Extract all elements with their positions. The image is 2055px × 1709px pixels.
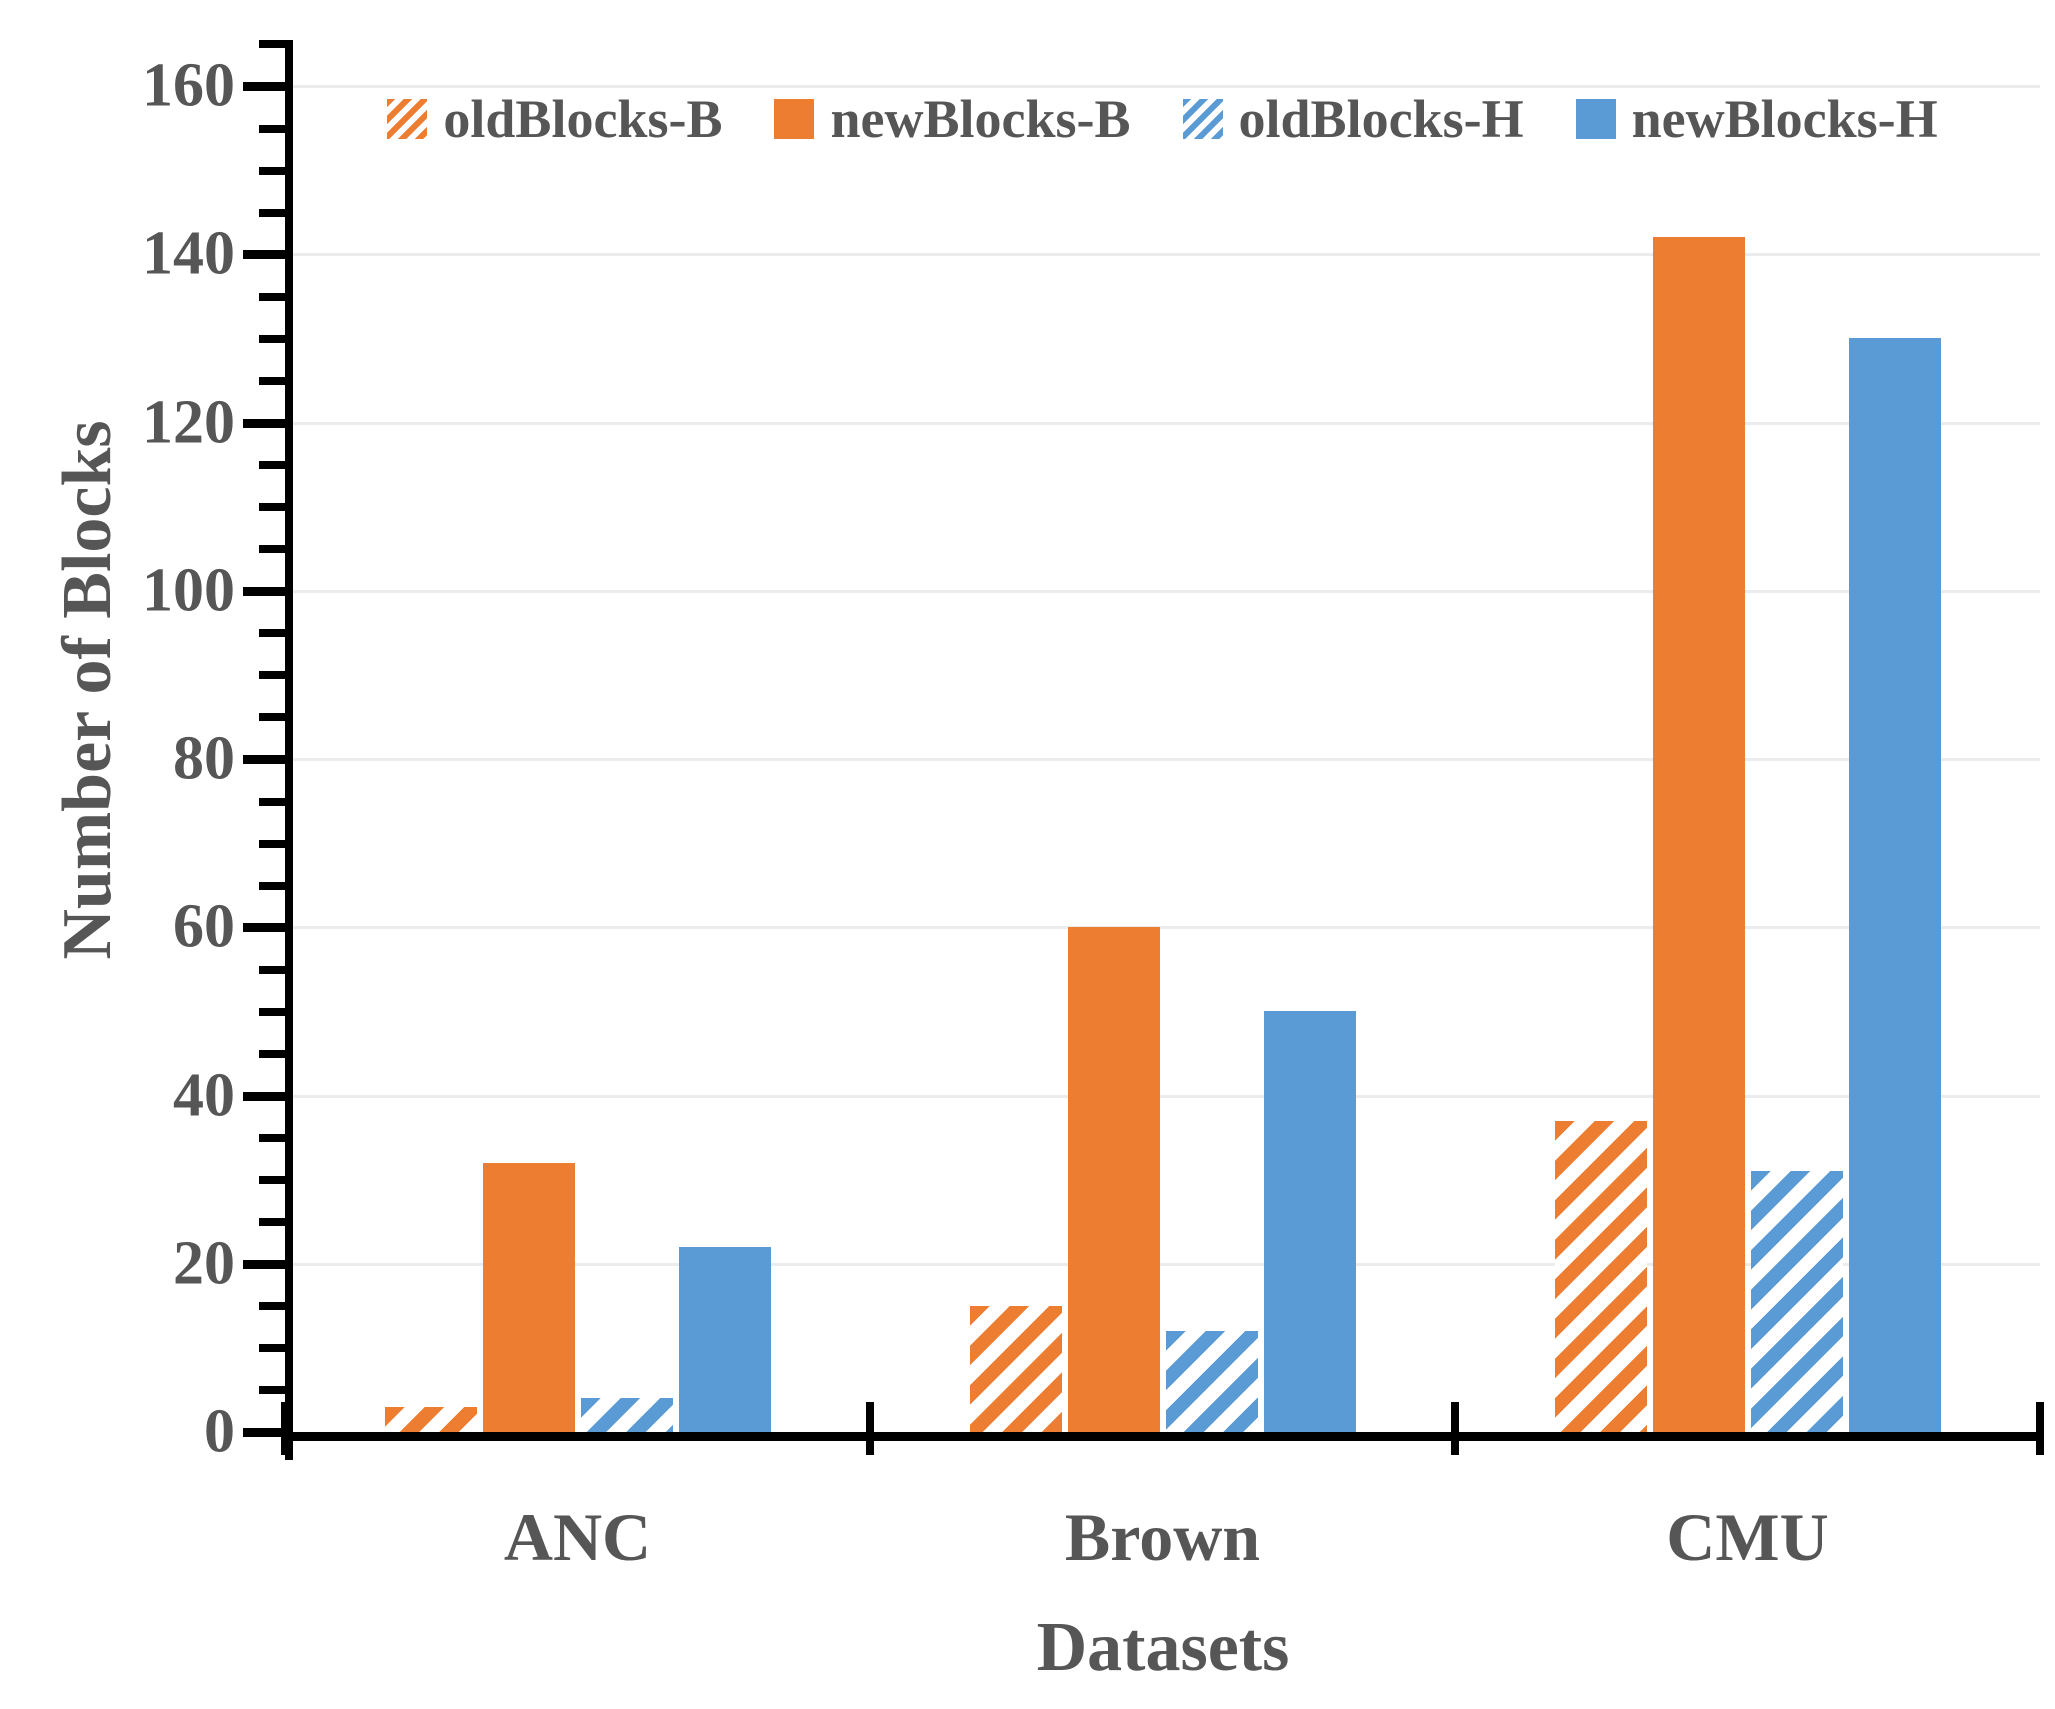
legend-label: newBlocks-H [1631,89,1938,149]
bar-oldBlocks-H-CMU [1750,1171,1843,1432]
legend-item-newBlocks-H: newBlocks-H [1575,88,1938,150]
x-category-label-Brown: Brown [1064,1499,1261,1575]
y-minor-tick-70 [259,839,285,848]
y-minor-tick-165 [259,40,285,49]
legend: oldBlocks-B newBlocks-B oldBlocks-H newBloc… [285,88,2040,150]
legend-swatch-hatched-icon [387,99,428,139]
y-minor-tick-90 [259,671,285,680]
y-major-tick-60 [243,923,285,933]
y-minor-tick-30 [259,1176,285,1185]
x-boundary-tick-1 [866,1402,874,1455]
bar-oldBlocks-H-Brown [1165,1331,1258,1432]
legend-label: newBlocks-B [830,89,1131,149]
y-tick-label-80: 80 [173,724,235,793]
bar-newBlocks-H-CMU [1848,338,1941,1432]
bar-oldBlocks-B-ANC [384,1406,477,1432]
bar-newBlocks-B-Brown [1067,927,1160,1432]
y-major-tick-140 [243,250,285,260]
legend-item-oldBlocks-B: oldBlocks-B [387,88,722,150]
legend-label: oldBlocks-B [443,89,723,149]
y-minor-tick-55 [259,965,285,974]
x-category-label-CMU: CMU [1666,1499,1829,1575]
y-tick-label-20: 20 [173,1229,235,1298]
y-tick-label-160: 160 [142,51,235,120]
y-minor-tick-115 [259,461,285,470]
x-axis-line [285,1432,2043,1441]
y-minor-tick-25 [259,1218,285,1227]
x-boundary-tick-2 [1451,1402,1459,1455]
y-minor-tick-130 [259,334,285,343]
y-minor-tick-110 [259,503,285,512]
y-minor-tick-85 [259,713,285,722]
y-minor-tick-150 [259,166,285,175]
y-minor-tick-10 [259,1344,285,1353]
bar-newBlocks-H-ANC [678,1246,771,1432]
y-axis-title: Number of Blocks [49,420,126,960]
y-minor-tick-35 [259,1134,285,1143]
y-major-tick-120 [243,418,285,428]
y-tick-label-140: 140 [142,219,235,288]
y-minor-tick-145 [259,208,285,217]
bar-oldBlocks-B-CMU [1554,1120,1647,1432]
legend-swatch-solid-icon [1575,99,1616,139]
bar-newBlocks-B-CMU [1652,237,1745,1432]
bar-newBlocks-B-ANC [482,1162,575,1432]
gridline-60 [285,926,2040,930]
y-major-tick-160 [243,82,285,91]
y-minor-tick-135 [259,292,285,301]
x-category-label-ANC: ANC [503,1499,652,1575]
y-minor-tick-75 [259,797,285,806]
legend-label: oldBlocks-H [1238,89,1524,149]
bar-newBlocks-H-Brown [1263,1011,1356,1432]
y-tick-label-100: 100 [142,556,235,625]
x-axis-title: Datasets [1036,1609,1290,1686]
gridline-80 [285,758,2040,761]
y-minor-tick-155 [259,124,285,133]
y-major-tick-80 [243,755,285,764]
y-minor-tick-15 [259,1302,285,1311]
x-boundary-tick-3 [2036,1402,2044,1455]
y-tick-label-40: 40 [173,1061,235,1129]
y-major-tick-100 [243,586,285,596]
legend-swatch-solid-icon [774,99,815,139]
y-minor-tick-105 [259,545,285,554]
y-minor-tick-50 [259,1007,285,1016]
legend-item-oldBlocks-H: oldBlocks-H [1182,88,1524,150]
y-tick-label-120: 120 [142,388,235,456]
gridline-140 [285,253,2040,257]
y-tick-label-60: 60 [173,892,235,961]
y-minor-tick-125 [259,376,285,385]
y-minor-tick-65 [259,881,285,890]
gridline-40 [285,1094,2040,1098]
y-major-tick-0 [243,1428,285,1437]
y-axis-line [285,40,293,1460]
gridline-100 [285,589,2040,593]
y-minor-tick-45 [259,1049,285,1058]
gridline-20 [285,1262,2040,1266]
bar-oldBlocks-H-ANC [580,1398,673,1432]
y-major-tick-20 [243,1259,285,1269]
y-minor-tick-5 [259,1386,285,1395]
legend-swatch-hatched-icon [1182,99,1223,139]
gridline-160 [285,85,2040,88]
y-tick-label-0: 0 [204,1397,235,1466]
bar-oldBlocks-B-Brown [969,1305,1062,1432]
gridline-120 [285,421,2040,425]
y-major-tick-40 [243,1091,285,1101]
legend-item-newBlocks-B: newBlocks-B [774,88,1131,150]
y-minor-tick-95 [259,629,285,638]
